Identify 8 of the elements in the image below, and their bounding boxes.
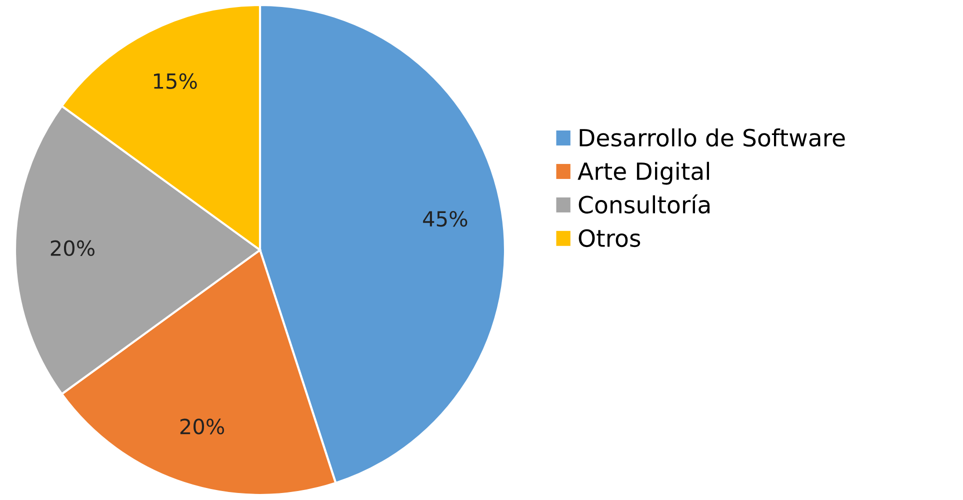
legend-label: Otros bbox=[578, 229, 640, 248]
data-label: 20% bbox=[50, 240, 95, 256]
legend-label: Consultoría bbox=[578, 194, 710, 214]
data-label: 20% bbox=[180, 418, 224, 434]
legend-label: Arte Digital bbox=[578, 162, 710, 185]
data-label: 45% bbox=[423, 210, 468, 227]
data-label: 15% bbox=[154, 73, 197, 89]
legend-label: Desarrollo de Software bbox=[580, 128, 845, 147]
